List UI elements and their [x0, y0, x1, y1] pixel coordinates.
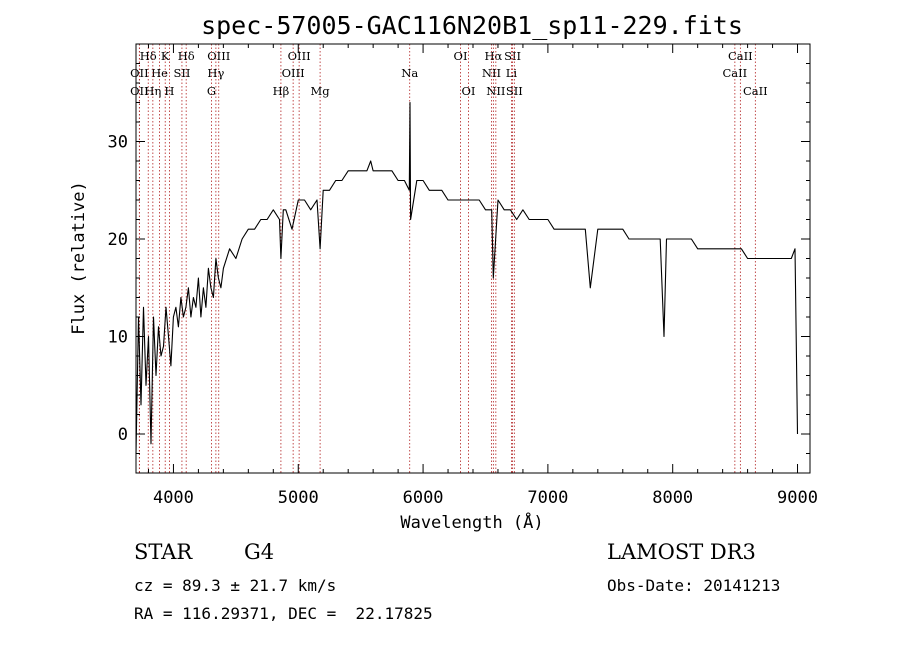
line-label: H	[164, 84, 174, 98]
line-label: SII	[504, 49, 521, 63]
line-label: He	[151, 66, 168, 80]
x-tick-label: 5000	[278, 488, 319, 508]
line-label: OIII	[288, 49, 311, 63]
line-label: NII	[486, 84, 505, 98]
line-label: OII	[130, 84, 149, 98]
line-label: CaII	[722, 66, 747, 80]
line-label: Hδ	[178, 49, 195, 63]
x-tick-label: 4000	[153, 488, 194, 508]
line-label: Hβ	[273, 84, 290, 98]
observation-date: Obs-Date: 20141213	[607, 576, 781, 595]
line-label: Na	[401, 66, 418, 80]
line-label: Mg	[311, 84, 331, 98]
line-label: OI	[462, 84, 476, 98]
x-tick-label: 6000	[403, 488, 444, 508]
spectrum-series	[135, 101, 799, 454]
object-class: STAR	[134, 540, 193, 564]
coordinates: RA = 116.29371, DEC = 22.17825	[134, 604, 433, 623]
x-axis-label: Wavelength (Å)	[400, 511, 543, 533]
line-label: OIII	[207, 49, 230, 63]
x-tick-label: 8000	[652, 488, 693, 508]
redshift-velocity: cz = 89.3 ± 21.7 km/s	[134, 576, 337, 595]
axis-ticks: 4000 5000 6000 7000 8000 9000 0 10 20 30	[108, 44, 818, 508]
line-label: SII	[173, 66, 190, 80]
line-label: SII	[506, 84, 523, 98]
x-tick-label: 9000	[777, 488, 818, 508]
x-tick-label: 7000	[527, 488, 568, 508]
chart-title: spec-57005-GAC116N20B1_sp11-229.fits	[201, 11, 743, 40]
y-tick-label: 20	[108, 230, 128, 250]
line-label: OI	[454, 49, 468, 63]
line-label: NII	[482, 66, 501, 80]
y-tick-label: 10	[108, 328, 128, 348]
line-label: Hγ	[207, 66, 224, 80]
line-label: CaII	[743, 84, 768, 98]
plot-frame	[135, 43, 811, 474]
y-tick-label: 30	[108, 133, 128, 153]
spectrum-line	[135, 101, 799, 454]
y-tick-label: 0	[118, 425, 128, 445]
line-label: Hη	[144, 84, 161, 98]
survey-name: LAMOST DR3	[607, 540, 756, 564]
line-label: Hα	[484, 49, 502, 63]
line-label: Li	[506, 66, 518, 80]
line-label: OIII	[282, 66, 305, 80]
object-subclass: G4	[244, 540, 275, 564]
line-label: Hδ	[140, 49, 157, 63]
y-axis-label: Flux (relative)	[69, 181, 89, 335]
line-label: CaII	[728, 49, 753, 63]
line-label: K	[161, 49, 170, 63]
line-label: G	[207, 84, 216, 98]
